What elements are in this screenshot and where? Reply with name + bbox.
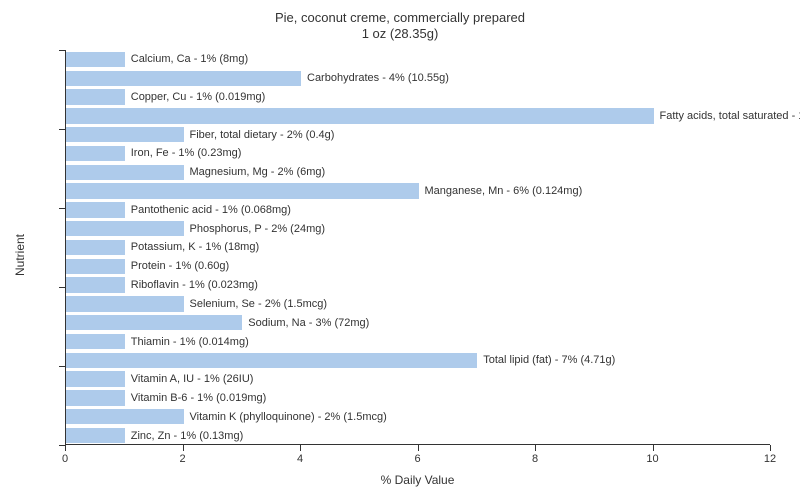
bar-label: Riboflavin - 1% (0.023mg) — [131, 279, 258, 291]
bar — [66, 221, 184, 236]
y-tick — [59, 445, 65, 446]
bar-row: Sodium, Na - 3% (72mg) — [66, 315, 770, 330]
bar — [66, 296, 184, 311]
bar — [66, 353, 477, 368]
chart-title-line1: Pie, coconut creme, commercially prepare… — [0, 10, 800, 25]
y-tick — [59, 129, 65, 130]
bar-row: Manganese, Mn - 6% (0.124mg) — [66, 183, 770, 198]
bar-label: Vitamin K (phylloquinone) - 2% (1.5mcg) — [190, 411, 387, 423]
chart-title-line2: 1 oz (28.35g) — [0, 26, 800, 41]
bar — [66, 146, 125, 161]
bar — [66, 390, 125, 405]
bar — [66, 127, 184, 142]
y-tick — [59, 208, 65, 209]
x-tick-label: 4 — [297, 453, 303, 465]
bar-label: Vitamin A, IU - 1% (26IU) — [131, 373, 254, 385]
plot-area: Calcium, Ca - 1% (8mg) Carbohydrates - 4%… — [65, 50, 770, 445]
bar-label: Manganese, Mn - 6% (0.124mg) — [425, 185, 583, 197]
bar-label: Copper, Cu - 1% (0.019mg) — [131, 91, 266, 103]
bar-label: Vitamin B-6 - 1% (0.019mg) — [131, 392, 267, 404]
x-tick-label: 2 — [179, 453, 185, 465]
bar-label: Zinc, Zn - 1% (0.13mg) — [131, 430, 243, 442]
x-tick-label: 0 — [62, 453, 68, 465]
bar-label: Sodium, Na - 3% (72mg) — [248, 317, 369, 329]
bar-row: Iron, Fe - 1% (0.23mg) — [66, 146, 770, 161]
bar-label: Total lipid (fat) - 7% (4.71g) — [483, 354, 615, 366]
bar-label: Iron, Fe - 1% (0.23mg) — [131, 147, 242, 159]
bar-row: Fiber, total dietary - 2% (0.4g) — [66, 127, 770, 142]
bar-row: Magnesium, Mg - 2% (6mg) — [66, 165, 770, 180]
x-tick-label: 8 — [532, 453, 538, 465]
bar-label: Potassium, K - 1% (18mg) — [131, 241, 259, 253]
bar-row: Carbohydrates - 4% (10.55g) — [66, 71, 770, 86]
bar-label: Selenium, Se - 2% (1.5mcg) — [190, 298, 328, 310]
bar-row: Phosphorus, P - 2% (24mg) — [66, 221, 770, 236]
bar-row: Calcium, Ca - 1% (8mg) — [66, 52, 770, 67]
y-axis-label: Nutrient — [13, 233, 27, 275]
bar — [66, 71, 301, 86]
bar — [66, 89, 125, 104]
x-tick-label: 6 — [414, 453, 420, 465]
x-tick — [535, 445, 536, 451]
bar-label: Protein - 1% (0.60g) — [131, 260, 229, 272]
x-tick — [653, 445, 654, 451]
bar-row: Vitamin A, IU - 1% (26IU) — [66, 371, 770, 386]
x-axis-label: % Daily Value — [381, 473, 455, 487]
bar — [66, 409, 184, 424]
bar — [66, 165, 184, 180]
bar-row: Copper, Cu - 1% (0.019mg) — [66, 89, 770, 104]
nutrition-bar-chart: Pie, coconut creme, commercially prepare… — [0, 0, 800, 500]
bar-label: Pantothenic acid - 1% (0.068mg) — [131, 204, 291, 216]
bar-label: Fatty acids, total saturated - 10% (1.97… — [660, 110, 800, 122]
bar-row: Thiamin - 1% (0.014mg) — [66, 334, 770, 349]
x-tick — [183, 445, 184, 451]
bar-row: Selenium, Se - 2% (1.5mcg) — [66, 296, 770, 311]
x-tick-label: 10 — [646, 453, 658, 465]
bar — [66, 371, 125, 386]
bar — [66, 108, 654, 123]
x-tick-label: 12 — [764, 453, 776, 465]
bar-label: Thiamin - 1% (0.014mg) — [131, 336, 249, 348]
bar-row: Fatty acids, total saturated - 10% (1.97… — [66, 108, 770, 123]
bar — [66, 240, 125, 255]
bar-label: Fiber, total dietary - 2% (0.4g) — [190, 129, 335, 141]
bar-row: Protein - 1% (0.60g) — [66, 259, 770, 274]
y-tick — [59, 366, 65, 367]
bar-label: Phosphorus, P - 2% (24mg) — [190, 223, 326, 235]
bar-row: Potassium, K - 1% (18mg) — [66, 240, 770, 255]
bar — [66, 277, 125, 292]
bar-row: Pantothenic acid - 1% (0.068mg) — [66, 202, 770, 217]
x-tick — [65, 445, 66, 451]
bar-label: Magnesium, Mg - 2% (6mg) — [190, 166, 326, 178]
bar — [66, 259, 125, 274]
bar-row: Vitamin K (phylloquinone) - 2% (1.5mcg) — [66, 409, 770, 424]
y-tick — [59, 50, 65, 51]
bar — [66, 183, 419, 198]
x-tick — [300, 445, 301, 451]
bar-label: Calcium, Ca - 1% (8mg) — [131, 53, 248, 65]
bar — [66, 315, 242, 330]
bar-row: Total lipid (fat) - 7% (4.71g) — [66, 353, 770, 368]
bar — [66, 52, 125, 67]
bar — [66, 428, 125, 443]
bars-layer: Calcium, Ca - 1% (8mg) Carbohydrates - 4%… — [66, 50, 770, 444]
bar-row: Riboflavin - 1% (0.023mg) — [66, 277, 770, 292]
bar — [66, 202, 125, 217]
bar-row: Vitamin B-6 - 1% (0.019mg) — [66, 390, 770, 405]
x-tick — [770, 445, 771, 451]
x-tick — [418, 445, 419, 451]
bar-row: Zinc, Zn - 1% (0.13mg) — [66, 428, 770, 443]
y-tick — [59, 287, 65, 288]
bar — [66, 334, 125, 349]
bar-label: Carbohydrates - 4% (10.55g) — [307, 72, 449, 84]
